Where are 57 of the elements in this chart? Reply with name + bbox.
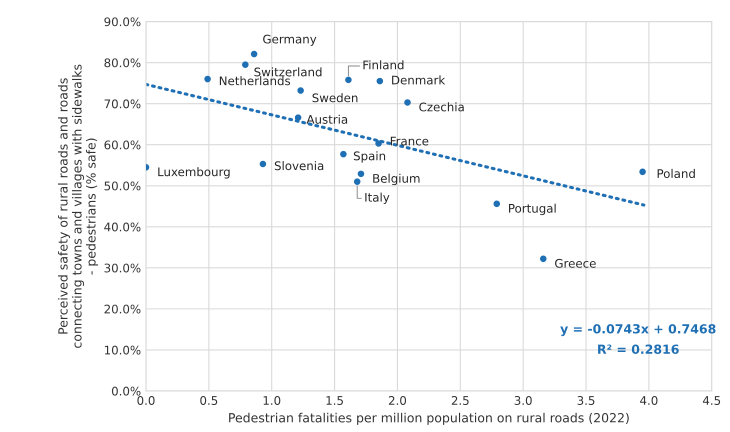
x-tick-label: 3.5 [578,396,594,405]
annotation: Austria [306,114,348,124]
annotation: Germany [263,34,316,46]
y-tick-label: 10.0% [104,346,140,355]
annotation: y = -0.0743x + 0.7468 [560,324,716,336]
point [204,76,211,82]
annotation: Finland [363,60,404,70]
x-tick-label: 2.5 [452,396,469,405]
x-tick-label: 0.0 [137,396,155,405]
x-tick-label: 4.0 [640,396,658,405]
x-axis-title: Pedestrian fatalities per million population on rural roads (2022) [229,412,629,425]
annotation: Poland [658,168,695,178]
annotation: Belgium [373,174,420,186]
point [639,168,646,176]
x-tick-label: 4.5 [702,396,720,405]
y-tick-label: 70.0% [104,99,140,108]
point [375,140,382,147]
annotation: Slovenia [274,161,324,170]
point [494,200,500,208]
annotation: Switzerland [254,67,322,76]
annotation: R² = 0.2816 [598,344,679,354]
x-tick-label: 2.0 [388,396,406,405]
x-tick-label: 1.0 [264,396,280,405]
annotation: Italy [365,192,390,204]
point [297,87,304,94]
annotation: France [390,136,428,146]
point [345,76,352,84]
x-tick-label: 0.5 [200,396,218,405]
y-axis-title: Perceived safety of rural roads and roads connecting towns and villages with sidewalks - pedestrians (% safe) [58,64,98,348]
annotation: Spain [354,151,386,163]
point [354,178,360,185]
annotation: Greece [555,258,596,268]
point [358,170,364,178]
y-tick-label: 40.0% [104,222,140,232]
annotation: Netherlands [220,76,290,86]
point [250,50,258,58]
y-tick-label: 50.0% [104,181,140,190]
point [242,61,249,68]
annotation: Denmark [392,75,446,85]
point [260,160,266,168]
point [340,150,347,158]
point [540,256,547,262]
point [404,99,411,106]
x-tick-label: 1.5 [326,396,343,405]
annotation: Portugal [509,204,556,216]
y-tick-label: 20.0% [104,304,140,314]
y-tick-label: 30.0% [104,264,140,272]
annotation: Sweden [312,93,358,102]
annotation: Luxembourg [158,167,230,179]
y-tick-label: 0.0% [112,386,140,396]
point [376,78,384,84]
y-tick-label: 90.0% [104,17,140,26]
y-tick-label: 60.0% [104,140,140,150]
point [294,114,302,121]
y-tick-label: 80.0% [104,58,140,68]
x-tick-label: 3.0 [514,396,532,405]
annotation: Czechia [419,102,464,112]
